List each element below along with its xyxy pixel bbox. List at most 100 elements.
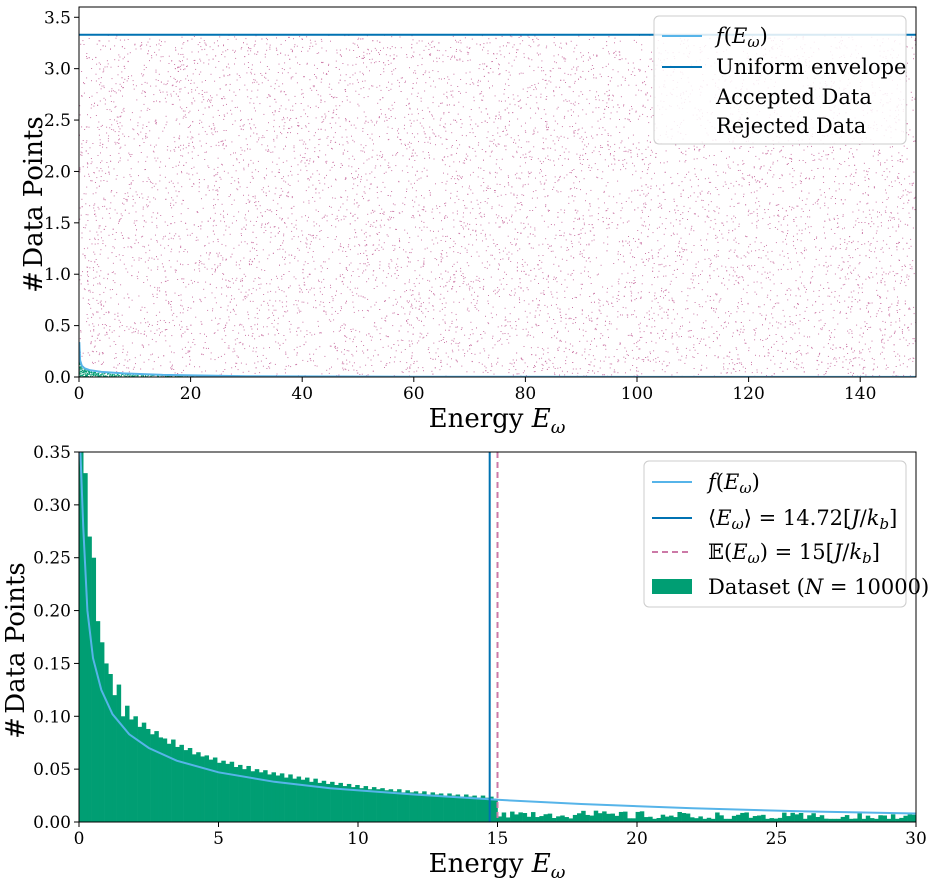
rejected-point <box>794 367 796 369</box>
rejected-point <box>826 266 828 268</box>
rejected-point <box>138 259 140 261</box>
rejected-point <box>504 89 506 90</box>
rejected-point <box>228 67 230 69</box>
rejected-point <box>480 215 482 217</box>
rejected-point <box>105 225 107 227</box>
rejected-point <box>329 169 331 171</box>
rejected-point <box>411 248 413 250</box>
rejected-point <box>114 131 116 133</box>
rejected-point <box>906 255 908 257</box>
rejected-point <box>671 183 673 185</box>
rejected-point <box>868 178 870 180</box>
rejected-point <box>536 37 538 39</box>
rejected-point <box>390 195 392 197</box>
rejected-point <box>582 54 584 56</box>
rejected-point <box>318 192 320 194</box>
rejected-point <box>119 39 121 41</box>
rejected-point <box>318 52 320 54</box>
rejected-point <box>345 74 347 76</box>
rejected-point <box>430 251 432 253</box>
rejected-point <box>703 338 705 340</box>
rejected-point <box>818 152 820 154</box>
rejected-point <box>211 105 213 107</box>
rejected-point <box>86 162 88 164</box>
rejected-point <box>845 278 847 280</box>
rejected-point <box>551 293 553 295</box>
rejected-point <box>191 51 193 53</box>
rejected-point <box>501 205 503 207</box>
rejected-point <box>414 70 416 72</box>
rejected-point <box>590 283 592 284</box>
rejected-point <box>128 371 130 373</box>
rejected-point <box>745 367 746 369</box>
rejected-point <box>591 240 593 242</box>
rejected-point <box>234 180 236 182</box>
rejected-point <box>534 227 536 229</box>
rejected-point <box>499 46 501 48</box>
rejected-point <box>300 161 302 163</box>
rejected-point <box>510 192 512 194</box>
rejected-point <box>835 176 837 177</box>
rejected-point <box>472 171 474 173</box>
rejected-point <box>577 210 579 212</box>
rejected-point <box>589 261 591 263</box>
rejected-point <box>401 306 403 308</box>
rejected-point <box>882 251 884 253</box>
rejected-point <box>840 269 842 271</box>
rejected-point <box>570 234 572 236</box>
rejected-point <box>227 347 229 349</box>
rejected-point <box>693 368 695 369</box>
rejected-point <box>673 198 675 200</box>
rejected-point <box>80 331 82 333</box>
rejected-point <box>555 278 556 280</box>
rejected-point <box>649 360 651 362</box>
rejected-point <box>828 188 830 190</box>
rejected-point <box>92 267 94 269</box>
rejected-point <box>633 39 635 41</box>
rejected-point <box>400 339 402 341</box>
rejected-point <box>896 243 898 244</box>
rejected-point <box>614 57 616 58</box>
rejected-point <box>772 274 774 276</box>
rejected-point <box>351 166 353 168</box>
rejected-point <box>640 243 642 245</box>
rejected-point <box>374 349 376 351</box>
rejected-point <box>145 160 147 162</box>
rejected-point <box>593 239 595 241</box>
rejected-point <box>305 215 306 217</box>
rejected-point <box>346 256 348 257</box>
rejected-point <box>267 149 269 151</box>
rejected-point <box>521 270 522 272</box>
rejected-point <box>833 219 835 220</box>
rejected-point <box>326 160 328 162</box>
rejected-point <box>454 55 455 57</box>
rejected-point <box>665 150 667 152</box>
rejected-point <box>521 264 523 265</box>
rejected-point <box>79 207 81 209</box>
rejected-point <box>258 201 260 203</box>
rejected-point <box>170 202 172 204</box>
rejected-point <box>832 245 834 247</box>
rejected-point <box>514 238 515 240</box>
rejected-point <box>247 314 249 316</box>
rejected-point <box>423 336 425 338</box>
rejected-point <box>812 276 814 278</box>
rejected-point <box>346 141 348 143</box>
rejected-point <box>470 302 472 304</box>
rejected-point <box>554 238 556 240</box>
rejected-point <box>573 319 575 320</box>
rejected-point <box>653 312 655 314</box>
rejected-point <box>522 184 524 186</box>
rejected-point <box>93 269 94 271</box>
rejected-point <box>433 342 435 344</box>
rejected-point <box>208 63 210 65</box>
rejected-point <box>384 367 385 368</box>
rejected-point <box>898 152 900 154</box>
rejected-point <box>795 280 797 282</box>
rejected-point <box>171 60 173 62</box>
rejected-point <box>614 42 615 44</box>
rejected-point <box>571 170 573 171</box>
rejected-point <box>764 209 766 211</box>
rejected-point <box>380 50 381 51</box>
rejected-point <box>217 172 219 174</box>
